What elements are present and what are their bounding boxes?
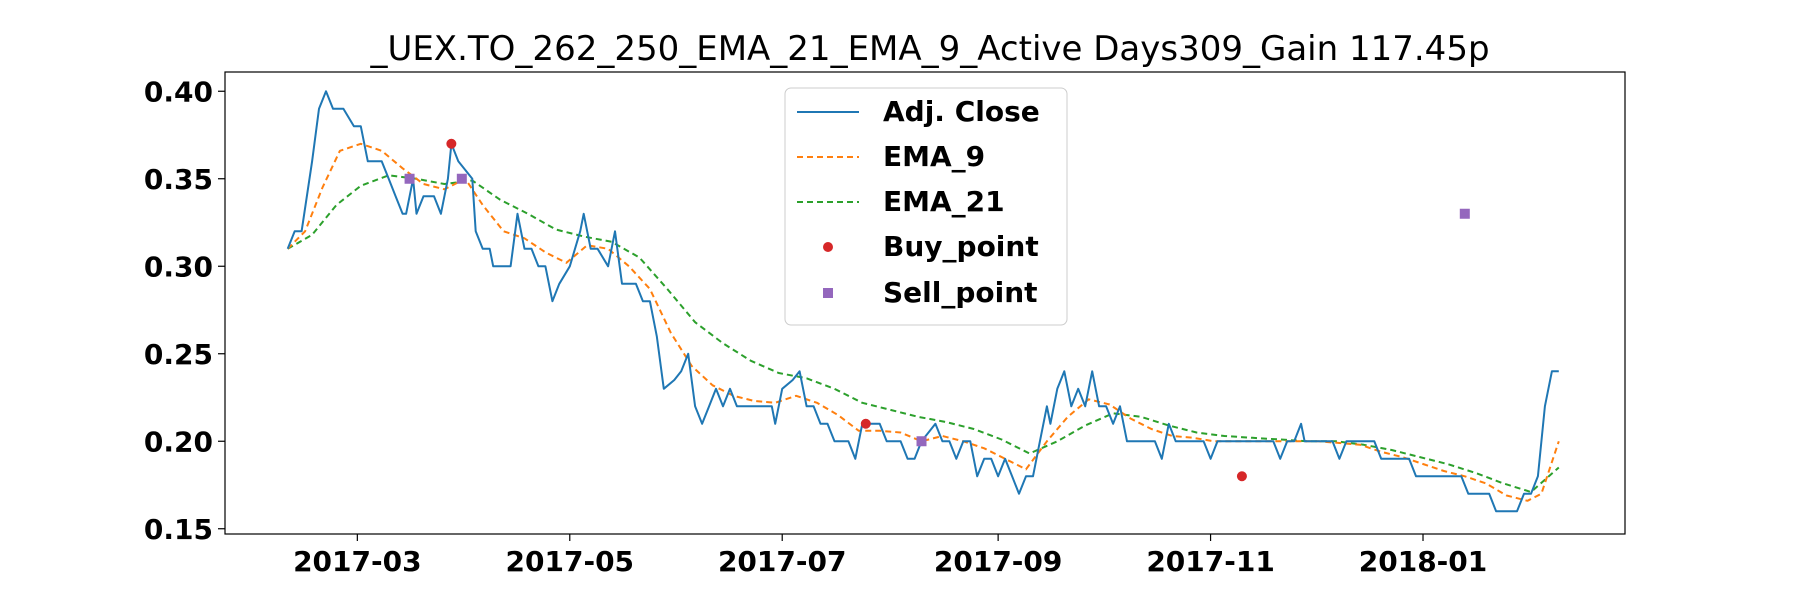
y-tick-label: 0.25 xyxy=(144,338,213,371)
legend-ema9-label: EMA_9 xyxy=(883,140,985,173)
legend-ema21-label: EMA_21 xyxy=(883,185,1005,218)
x-tick-label: 2017-05 xyxy=(506,545,635,578)
series-layer xyxy=(286,90,1560,513)
buy-point-marker xyxy=(1236,471,1247,482)
sell-point-marker xyxy=(916,436,927,447)
y-tick-label: 0.15 xyxy=(144,513,213,546)
legend-buy-point-label: Buy_point xyxy=(883,230,1039,263)
legend-buy-point-swatch xyxy=(823,242,833,252)
buy-point-marker xyxy=(446,138,457,149)
series-line-adj-close xyxy=(286,90,1559,513)
legend: Adj. Close EMA_9 EMA_21 Buy_point Sell_p… xyxy=(784,87,1068,326)
x-tick-label: 2018-01 xyxy=(1359,545,1488,578)
y-tick-label: 0.20 xyxy=(144,425,213,458)
x-tick-label: 2017-09 xyxy=(934,545,1063,578)
chart-title: _UEX.TO_262_250_EMA_21_EMA_9_Active Days… xyxy=(369,29,1489,69)
y-tick-label: 0.30 xyxy=(144,250,213,283)
y-tick-label: 0.40 xyxy=(144,75,213,108)
markers-layer xyxy=(404,138,1470,482)
y-axis: 0.15 0.20 0.25 0.30 0.35 0.40 xyxy=(144,75,225,546)
sell-point-marker xyxy=(1459,208,1470,219)
buy-point-marker xyxy=(860,418,871,429)
y-tick-label: 0.35 xyxy=(144,163,213,196)
legend-adj-close-label: Adj. Close xyxy=(883,95,1040,128)
legend-box xyxy=(784,87,1068,326)
x-tick-label: 2017-11 xyxy=(1146,545,1275,578)
sell-point-marker xyxy=(456,173,467,184)
x-tick-label: 2017-07 xyxy=(718,545,847,578)
x-tick-label: 2017-03 xyxy=(293,545,422,578)
legend-sell-point-swatch xyxy=(823,288,833,298)
plot-area: 0.150.200.250.300.350.40 2017-03 2017-05 2… xyxy=(144,71,1626,578)
plot-frame xyxy=(224,71,1626,535)
legend-sell-point-label: Sell_point xyxy=(883,276,1038,309)
x-axis: 2017-03 2017-05 2017-07 2017-09 2017-11 2018-… xyxy=(293,534,1487,578)
sell-point-marker xyxy=(404,173,415,184)
